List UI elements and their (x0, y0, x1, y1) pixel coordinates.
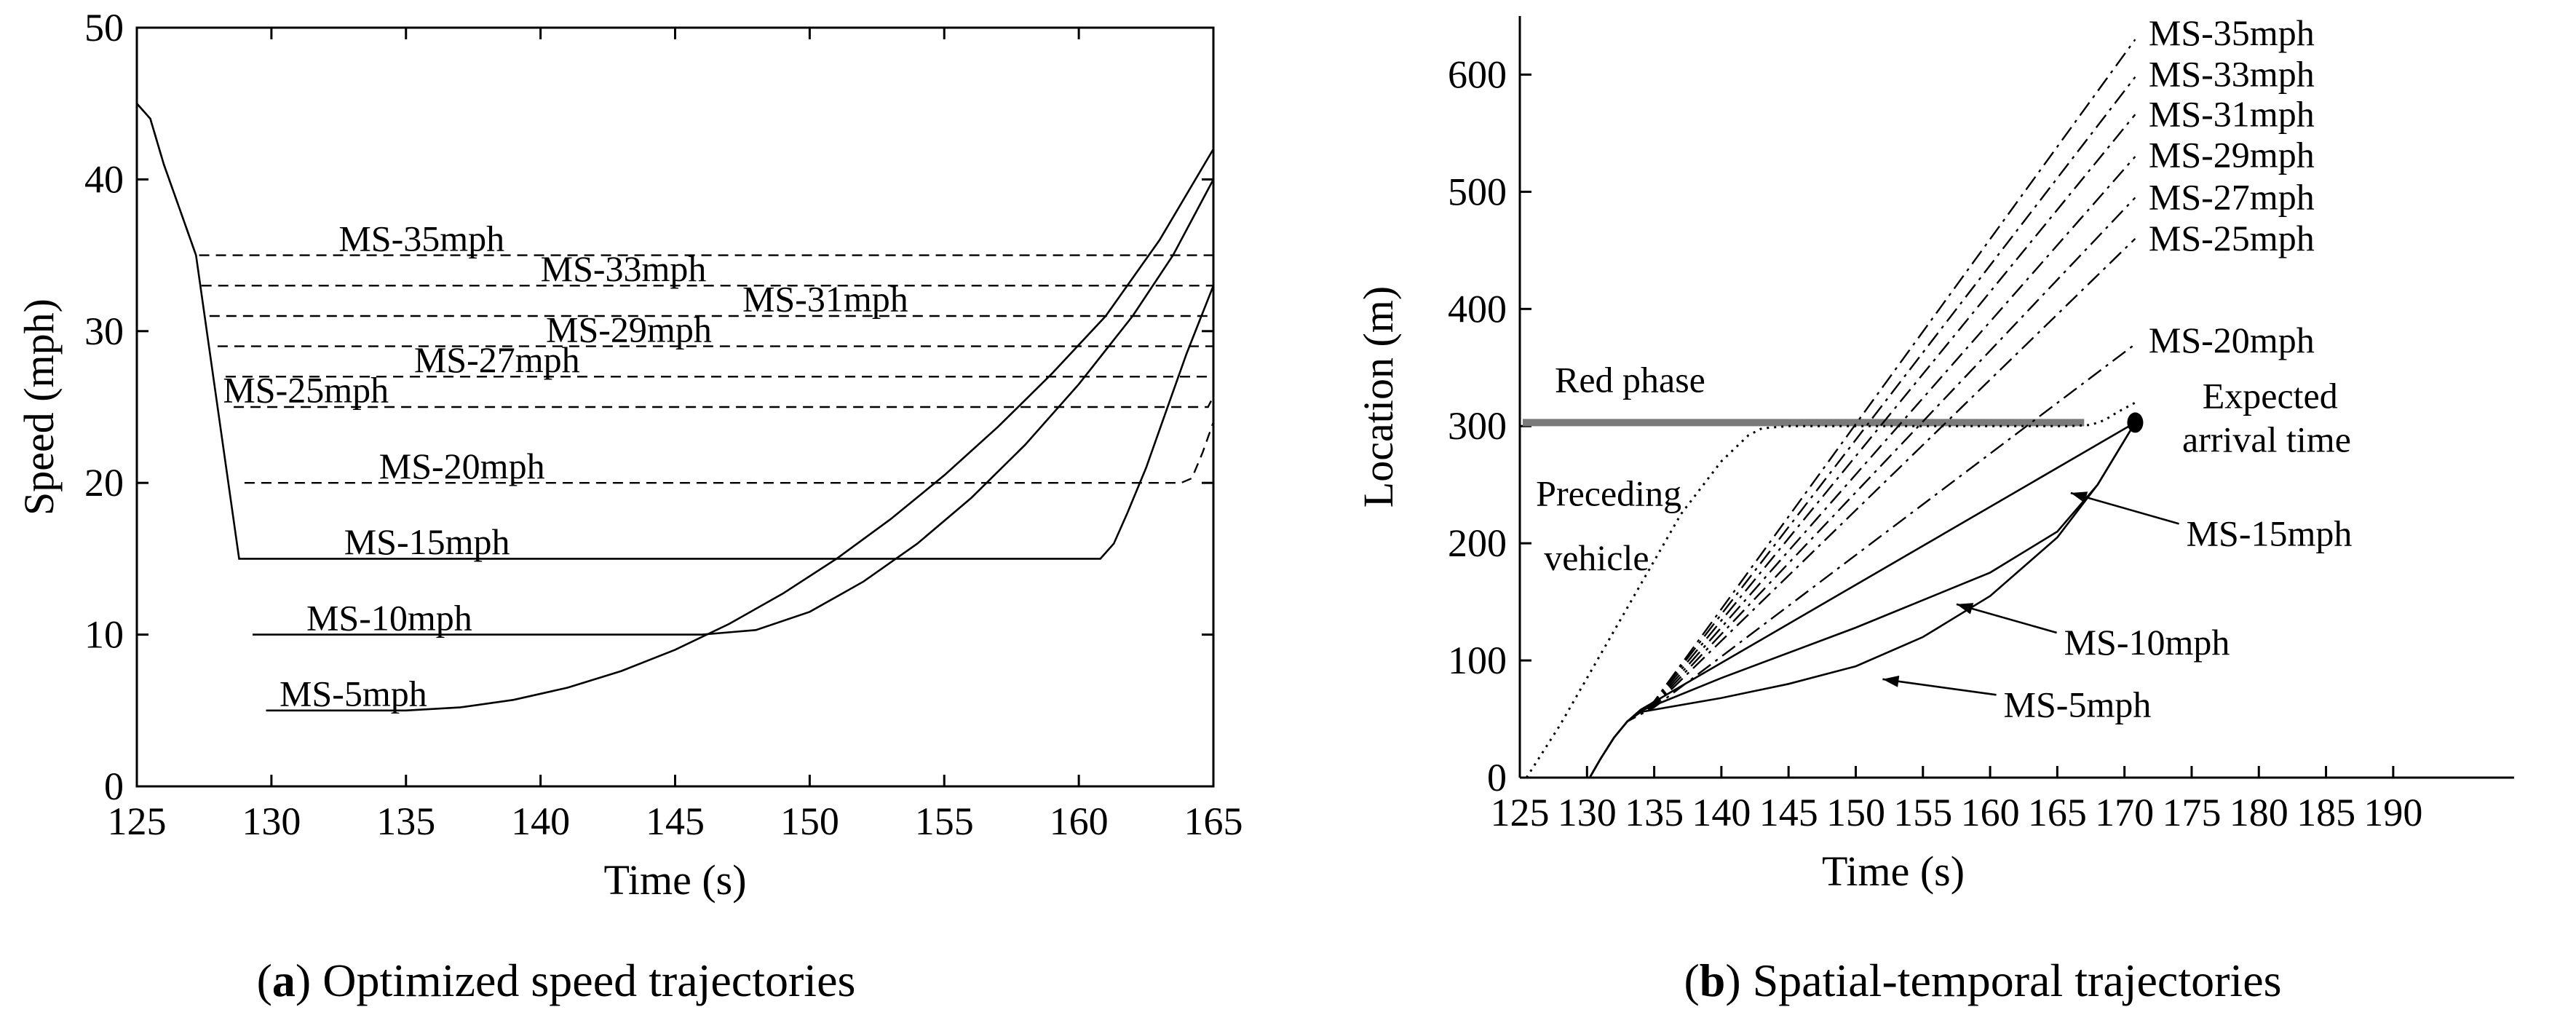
series-label: MS-20mph (379, 446, 545, 486)
y-axis-title: Location (m) (1355, 286, 1402, 507)
preceding-vehicle-label: vehicle (1544, 537, 1649, 578)
series-line-ms-33mph (1588, 76, 2136, 778)
red-phase-label: Red phase (1555, 359, 1705, 400)
preceding-vehicle-line (1525, 401, 2136, 778)
series-label: MS-15mph (2187, 513, 2353, 553)
y-tick-label: 30 (84, 309, 124, 353)
panel-caption: (b) Spatial-temporal trajectories (1684, 955, 2281, 1006)
arrowhead (1882, 675, 1900, 687)
y-axis-title: Speed (mph) (15, 299, 63, 516)
series-line-ms-27mph (1588, 197, 2136, 778)
series-label: MS-29mph (546, 309, 712, 349)
series-label: MS-33mph (2149, 54, 2315, 95)
caption-text: Optimized speed trajectories (311, 955, 855, 1006)
x-tick-label: 145 (1759, 791, 1818, 834)
chart-b: 125 130 135 140 145 150 155 160 165 170 175 180 185 1… (1355, 12, 2514, 1006)
series-label: MS-10mph (2064, 622, 2230, 663)
x-tick-label: 130 (242, 799, 301, 843)
series-line-ms-5mph (1588, 422, 2136, 778)
arrowhead (1956, 603, 1974, 615)
x-tick-label: 190 (2363, 791, 2422, 834)
x-tick-label: 165 (2028, 791, 2087, 834)
caption-letter: a (272, 955, 296, 1006)
x-tick-label: 130 (1558, 791, 1617, 834)
x-tick-label: 185 (2296, 791, 2355, 834)
series-label: MS-35mph (338, 218, 504, 258)
x-tick-label: 180 (2230, 791, 2288, 834)
chart-a: 125 130 135 140 145 150 155 160 165 0 10 20 30 40 50 Ti… (15, 6, 1243, 1006)
y-tick-label: 50 (84, 6, 124, 50)
y-tick-label: 20 (84, 461, 124, 505)
series-label: MS-15mph (344, 521, 510, 562)
x-tick-label: 150 (780, 799, 839, 843)
series-label: MS-27mph (414, 339, 580, 380)
series-line-ms-5mph (266, 149, 1215, 712)
x-axis-title: Time (s) (1822, 848, 1965, 895)
expected-arrival-label: arrival time (2182, 419, 2351, 459)
series-line-ms-15mph (136, 103, 1215, 560)
series-line-ms-35mph (1588, 39, 2136, 778)
y-tick-label: 300 (1448, 404, 1507, 448)
y-tick-label: 600 (1448, 52, 1507, 96)
series-label: MS-31mph (2149, 93, 2315, 134)
series-line-ms-20mph (1588, 343, 2136, 778)
y-tick-label: 100 (1448, 639, 1507, 682)
series-line-ms-31mph (1588, 114, 2136, 778)
x-tick-label: 125 (1491, 791, 1550, 834)
x-tick-label: 170 (2095, 791, 2154, 834)
arrowhead (2070, 491, 2088, 503)
x-tick-label: 140 (511, 799, 570, 843)
x-tick-label: 155 (1893, 791, 1952, 834)
caption-paren: ( (257, 955, 272, 1006)
annotation-arrow (1882, 678, 1997, 696)
y-tick-label: 0 (1487, 756, 1507, 799)
caption-text: Spatial-temporal trajectories (1741, 955, 2282, 1006)
expected-arrival-label: Expected (2203, 375, 2338, 416)
x-tick-label: 140 (1692, 791, 1751, 834)
preceding-vehicle-label: Preceding (1536, 473, 1681, 514)
series-label: MS-27mph (2149, 177, 2315, 218)
x-tick-label: 135 (1625, 791, 1684, 834)
x-tick-label: 155 (915, 799, 974, 843)
series-label: MS-25mph (223, 370, 389, 411)
x-tick-label: 125 (108, 799, 167, 843)
x-tick-label: 150 (1826, 791, 1885, 834)
expected-arrival-marker (2127, 412, 2144, 433)
series-line-ms-25mph (234, 395, 1215, 408)
series-line-ms-35mph (136, 103, 1213, 256)
y-tick-label: 500 (1448, 170, 1507, 213)
series-line-ms-20mph (244, 422, 1215, 484)
series-label: MS-5mph (280, 673, 427, 714)
y-tick-label: 0 (104, 765, 124, 808)
series-label: MS-10mph (306, 597, 472, 638)
x-tick-label: 165 (1184, 799, 1243, 843)
x-axis-title: Time (s) (603, 856, 746, 904)
x-tick-label: 175 (2162, 791, 2221, 834)
y-tick-label: 200 (1448, 521, 1507, 565)
y-tick-label: 10 (84, 613, 124, 657)
series-label: MS-33mph (541, 248, 707, 289)
x-tick-label: 160 (1961, 791, 2020, 834)
series-line-ms-10mph (253, 178, 1215, 636)
y-tick-label: 40 (84, 157, 124, 201)
caption-paren: ( (1684, 955, 1699, 1006)
series-label: MS-35mph (2149, 12, 2315, 53)
caption-letter: b (1700, 955, 1726, 1006)
caption-paren: ) (296, 955, 311, 1006)
panel-caption: (a) Optimized speed trajectories (257, 955, 856, 1006)
x-tick-label: 145 (646, 799, 705, 843)
series-label: MS-31mph (742, 279, 908, 320)
series-label: MS-29mph (2149, 135, 2315, 175)
y-tick-label: 400 (1448, 287, 1507, 331)
series-label: MS-25mph (2149, 218, 2315, 258)
annotation-arrow (1956, 603, 2057, 634)
x-tick-label: 160 (1050, 799, 1109, 843)
x-tick-label: 135 (376, 799, 435, 843)
series-line-ms-29mph (1588, 156, 2136, 778)
caption-paren: ) (1725, 955, 1740, 1006)
series-label: MS-5mph (2004, 684, 2152, 724)
annotation-arrow (2070, 491, 2179, 525)
series-label: MS-20mph (2149, 320, 2315, 360)
